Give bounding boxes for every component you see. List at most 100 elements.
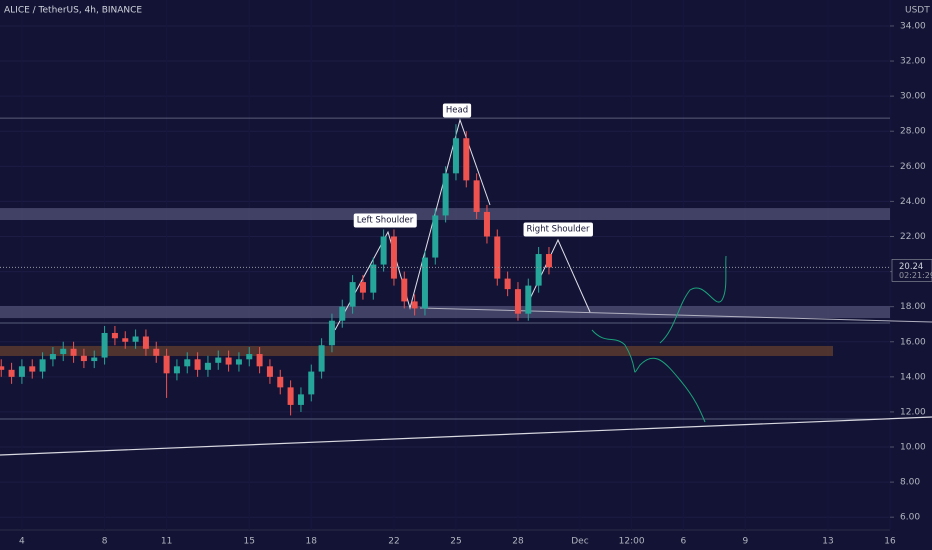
y-tick-label: 26.00	[900, 162, 926, 172]
candle-body	[390, 236, 397, 279]
x-tick-label: Dec	[571, 537, 588, 547]
candle-body	[91, 357, 98, 362]
annotation: Right Shoulder	[527, 225, 590, 235]
candle-body	[514, 289, 521, 314]
x-tick-label: 12:00	[619, 537, 645, 547]
candle-body	[215, 357, 222, 363]
candle-body	[308, 371, 315, 395]
zone	[0, 345, 833, 356]
x-tick-label: 13	[822, 537, 833, 547]
annotation: Head	[446, 106, 468, 116]
x-tick-label: 16	[884, 537, 896, 547]
candle-body	[60, 348, 67, 355]
candle-body	[132, 336, 139, 342]
x-tick-label: 28	[512, 537, 524, 547]
candle-body	[256, 354, 263, 367]
candle-body	[318, 345, 325, 372]
candle-body	[49, 354, 56, 360]
y-tick-label: 28.00	[900, 127, 926, 137]
y-tick-label: 32.00	[900, 57, 926, 67]
y-tick-label: 6.00	[900, 513, 920, 523]
candle-body	[494, 236, 501, 279]
annotation-box	[353, 213, 417, 228]
candle-body	[204, 362, 211, 370]
candle-body	[328, 320, 335, 346]
candle-body	[297, 394, 304, 405]
candle-body	[163, 355, 170, 374]
candle-body	[359, 282, 366, 293]
candle-body	[122, 338, 129, 342]
y-tick-label: 16.00	[900, 337, 926, 347]
candle-body	[349, 282, 356, 307]
candle-body	[483, 211, 490, 237]
candle-body	[545, 254, 552, 268]
y-axis-label: USDT	[905, 6, 930, 16]
candle-body	[8, 369, 15, 377]
price-tag-label: 20.24	[899, 262, 923, 272]
y-tick-label: 18.00	[900, 302, 926, 312]
neckline	[419, 307, 932, 323]
annotation: Left Shoulder	[357, 216, 414, 226]
candle-body	[101, 332, 108, 358]
candle-body	[18, 366, 25, 377]
x-tick-label: 4	[19, 537, 25, 547]
candle-body	[111, 332, 118, 339]
trendline	[0, 416, 932, 456]
candle-body	[70, 348, 77, 356]
candle-body	[287, 387, 294, 405]
candle-body	[380, 236, 387, 265]
x-tick-label: 8	[102, 537, 108, 547]
y-tick-label: 8.00	[900, 478, 920, 488]
zone	[0, 305, 890, 319]
candle-body	[421, 257, 428, 309]
candle-body	[80, 355, 87, 362]
candle-body	[473, 180, 480, 212]
candle-body	[153, 348, 160, 356]
y-tick-label: 30.00	[900, 92, 926, 102]
candle-body	[411, 301, 418, 309]
annotation-box	[442, 103, 472, 118]
x-tick-label: 11	[161, 537, 172, 547]
candle-body	[184, 359, 191, 367]
candle-body	[452, 138, 459, 174]
x-tick-label: 6	[680, 537, 686, 547]
candle-body	[463, 138, 470, 181]
candle-body	[339, 306, 346, 321]
candle-body	[235, 359, 242, 365]
x-tick-label: 22	[388, 537, 399, 547]
y-tick-label: 22.00	[900, 232, 926, 242]
x-tick-label: 15	[244, 537, 255, 547]
y-tick-label: 34.00	[900, 21, 926, 31]
y-tick-label: 12.00	[900, 407, 926, 417]
y-tick-label: 10.00	[900, 443, 926, 453]
candle-body	[225, 357, 232, 365]
candle-body	[266, 366, 273, 377]
candle-body	[29, 366, 36, 372]
candle-body	[370, 264, 377, 293]
candle-body	[442, 173, 449, 216]
projection-curve	[659, 255, 727, 344]
annotation-box	[523, 222, 593, 237]
candle-body	[535, 254, 542, 286]
chart-title: ALICE / TetherUS, 4h, BINANCE	[4, 6, 142, 16]
candle-body	[246, 354, 253, 360]
y-tick-label: 24.00	[900, 197, 926, 207]
countdown: 02:21:29	[899, 271, 932, 280]
x-tick-label: 25	[450, 537, 461, 547]
candle-body	[194, 359, 201, 370]
candle-body	[401, 278, 408, 302]
projection-curve	[591, 329, 706, 423]
candle-body	[142, 336, 149, 349]
candle-body	[277, 376, 284, 388]
candle-body	[525, 285, 532, 314]
price-tag	[891, 259, 932, 282]
x-tick-label: 9	[742, 537, 748, 547]
candle-body	[0, 366, 5, 370]
candle-body	[504, 278, 511, 290]
candle-body	[39, 359, 46, 372]
x-tick-label: 18	[306, 537, 318, 547]
candle-body	[432, 215, 439, 258]
y-tick-label: 14.00	[900, 372, 926, 382]
